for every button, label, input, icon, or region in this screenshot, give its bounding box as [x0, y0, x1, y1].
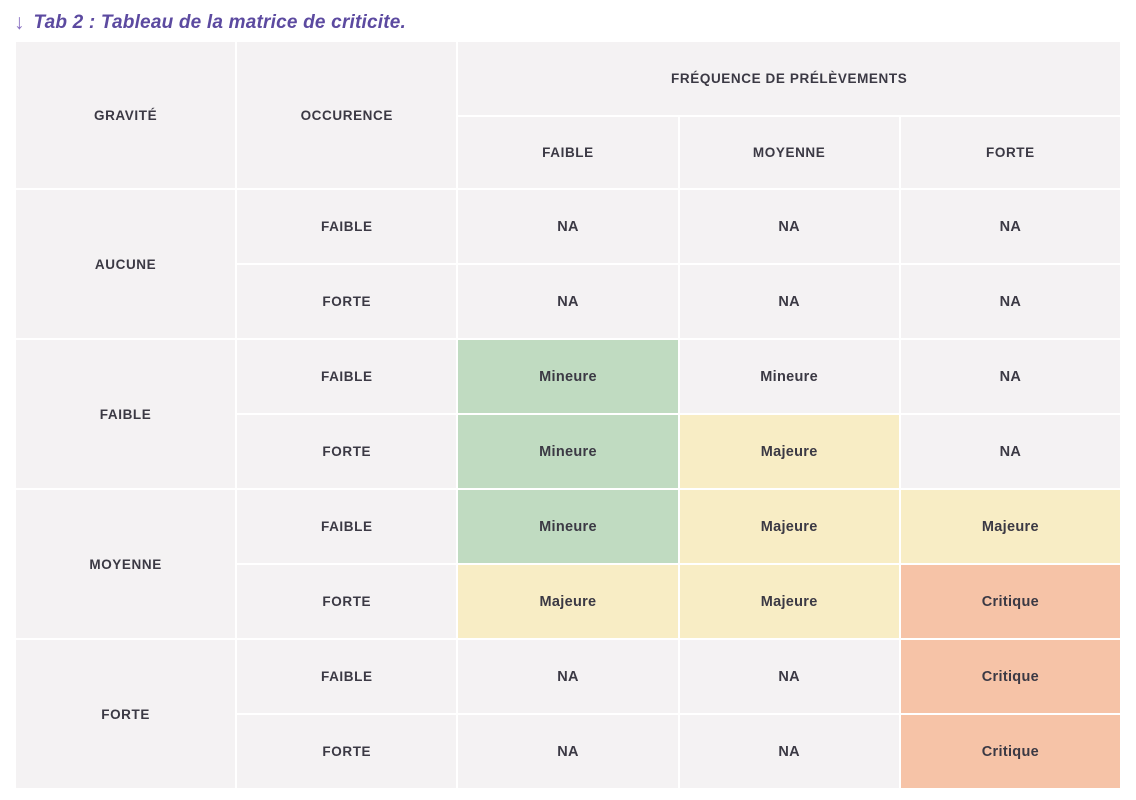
- frequency-level-moyenne: MOYENNE: [679, 117, 899, 188]
- matrix-cell: NA: [679, 715, 899, 788]
- occurence-label: FORTE: [237, 265, 457, 338]
- gravite-label-moyenne: MOYENNE: [16, 490, 236, 638]
- gravite-label-faible: FAIBLE: [16, 340, 236, 488]
- matrix-cell: Majeure: [679, 415, 899, 488]
- table-caption: ↓ Tab 2 : Tableau de la matrice de criti…: [14, 10, 1122, 36]
- matrix-cell: Critique: [900, 715, 1120, 788]
- header-gravite: GRAVITÉ: [16, 42, 236, 188]
- occurence-label: FAIBLE: [237, 190, 457, 263]
- matrix-cell: NA: [679, 190, 899, 263]
- matrix-cell: NA: [900, 265, 1120, 338]
- matrix-cell: NA: [458, 640, 678, 713]
- matrix-cell: NA: [679, 640, 899, 713]
- matrix-cell: Critique: [900, 565, 1120, 638]
- matrix-cell: NA: [900, 190, 1120, 263]
- matrix-cell: Majeure: [458, 565, 678, 638]
- matrix-cell: Critique: [900, 640, 1120, 713]
- down-arrow-icon: ↓: [14, 11, 25, 34]
- matrix-cell: Majeure: [679, 490, 899, 563]
- matrix-cell: Majeure: [679, 565, 899, 638]
- matrix-cell: NA: [458, 265, 678, 338]
- matrix-cell: Mineure: [458, 340, 678, 413]
- header-occurence: OCCURENCE: [237, 42, 457, 188]
- occurence-label: FAIBLE: [237, 640, 457, 713]
- occurence-label: FORTE: [237, 565, 457, 638]
- header-frequence: FRÉQUENCE DE PRÉLÈVEMENTS: [458, 42, 1120, 115]
- matrix-cell: Mineure: [458, 415, 678, 488]
- frequency-level-forte: FORTE: [900, 117, 1120, 188]
- matrix-cell: NA: [679, 265, 899, 338]
- matrix-cell: Mineure: [679, 340, 899, 413]
- matrix-cell: NA: [458, 190, 678, 263]
- matrix-cell: Majeure: [900, 490, 1120, 563]
- occurence-label: FAIBLE: [237, 490, 457, 563]
- caption-text: Tab 2 : Tableau de la matrice de critici…: [33, 12, 407, 33]
- gravite-label-forte: FORTE: [16, 640, 236, 788]
- frequency-level-faible: FAIBLE: [458, 117, 678, 188]
- occurence-label: FORTE: [237, 415, 457, 488]
- matrix-cell: NA: [900, 340, 1120, 413]
- gravite-label-aucune: AUCUNE: [16, 190, 236, 338]
- occurence-label: FAIBLE: [237, 340, 457, 413]
- occurence-label: FORTE: [237, 715, 457, 788]
- matrix-cell: NA: [900, 415, 1120, 488]
- criticality-matrix-table: GRAVITÉ OCCURENCE FRÉQUENCE DE PRÉLÈVEME…: [14, 40, 1122, 790]
- matrix-cell: NA: [458, 715, 678, 788]
- matrix-cell: Mineure: [458, 490, 678, 563]
